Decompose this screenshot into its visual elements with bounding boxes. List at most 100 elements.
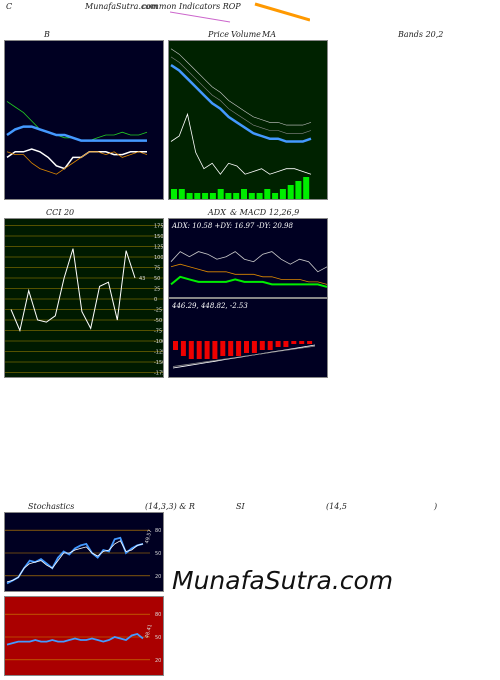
rsi-chart: 80 50 20 48.41: [5, 612, 161, 664]
cci-tick-label: -175: [154, 371, 164, 377]
adx-panel: ADX: 10.58 +DY: 16.97 -DY: 20.98: [168, 218, 328, 298]
cci-tick-label: 175: [154, 224, 164, 230]
stoch-label: Stochastics: [28, 502, 75, 511]
volume-label: Volume: [231, 30, 261, 39]
macd-hist-bar: [307, 341, 313, 344]
si-label: SI: [236, 502, 245, 511]
cci-label: CCI 20: [46, 208, 75, 217]
macd-hist-bar: [251, 341, 257, 353]
bands-label: Bands 20,2: [398, 30, 444, 39]
macd-hist-bar: [291, 341, 297, 344]
cci-tick-label: 150: [154, 234, 164, 240]
macd-hist-bar: [204, 341, 210, 359]
volume-bar: [225, 193, 232, 199]
volume-bar: [256, 193, 263, 199]
volume-bar: [295, 181, 302, 199]
cci-tick-label: -100: [154, 339, 164, 345]
price-label: Price: [208, 30, 229, 39]
price-line: [170, 64, 312, 143]
volume-bar: [217, 189, 224, 199]
cci-chart: 175 150 125 100 75 50 25 0 -25 -50 -75 -100 -125 -150…: [5, 224, 164, 377]
watermark: MunafaSutra.com: [172, 566, 394, 595]
macd-hist-bar: [220, 341, 226, 356]
cci-tick-label: 125: [154, 245, 164, 251]
cci-tick-label: 100: [154, 255, 164, 261]
volume-bar: [194, 193, 201, 199]
macd-hist-bar: [244, 341, 249, 353]
osc-series-0: [6, 536, 144, 585]
macd-hist-bar: [188, 341, 194, 359]
osc-last-value: 48.41: [144, 624, 154, 639]
stoch-params: (14,3,3) & R: [145, 502, 195, 511]
cci-tick-label: -125: [154, 350, 164, 356]
cci-tick-label: 25: [154, 287, 160, 293]
bb-series-1: [6, 125, 147, 142]
adx-chart: ADX: 10.58 +DY: 16.97 -DY: 20.98: [170, 222, 327, 288]
bb-series-3: [6, 151, 148, 175]
macd-hist-bar: [228, 341, 234, 356]
volume-bar: [186, 193, 193, 199]
volume-bar: [209, 193, 216, 199]
osc-tick-label: 50: [155, 635, 161, 641]
volume-bar: [279, 189, 286, 199]
cci-tick-label: 75: [154, 266, 160, 272]
close-line: [170, 112, 312, 175]
cci-line: [10, 248, 136, 333]
macd-hist-bar: [299, 341, 305, 344]
ma-line-b: [170, 56, 312, 134]
volume-bar: [287, 185, 294, 199]
volume-bar: [171, 189, 177, 199]
header-title: common Indicators ROP: [142, 2, 241, 11]
cci-tick-label: 50: [154, 276, 160, 282]
cci-tick-label: -25: [154, 308, 162, 314]
bb-series-0: [6, 101, 148, 141]
cci-last-value: 43: [139, 276, 145, 282]
ma-label: MA: [262, 30, 276, 39]
volume-bar: [264, 189, 271, 199]
stoch-chart: 80 50 20 49.57: [5, 528, 161, 585]
bollinger-chart: [6, 101, 148, 175]
macd-hist-bar: [180, 341, 186, 356]
macd-hist-bar: [236, 341, 242, 356]
osc-tick-label: 20: [155, 658, 161, 664]
price-panel: [168, 40, 328, 200]
macd-hist-bar: [259, 341, 265, 350]
macd-hist-bar: [275, 341, 281, 347]
osc-tick-label: 80: [155, 528, 161, 534]
adx-values-text: ADX: 10.58 +DY: 16.97 -DY: 20.98: [171, 222, 293, 230]
macd-values-text: 446.29, 448.82, -2.53: [171, 302, 248, 310]
osc-series-0: [6, 633, 144, 646]
macd-chart: 446.29, 448.82, -2.53: [171, 302, 316, 369]
stoch-panel: 80 50 20 49.57: [4, 512, 164, 592]
bollinger-panel: [4, 40, 164, 200]
signal-line: [172, 345, 316, 367]
volume-bar: [248, 193, 255, 199]
cci-tick-label: 0: [154, 297, 157, 303]
price-chart: [170, 48, 312, 199]
volume-bar: [233, 193, 240, 199]
volume-bar: [303, 177, 310, 199]
cci-tick-label: -50: [154, 318, 162, 324]
adx-label: ADX: [208, 208, 226, 217]
osc-tick-label: 80: [155, 612, 161, 618]
rsi-panel: 80 50 20 48.41: [4, 596, 164, 676]
header-c: C: [6, 2, 13, 11]
macd-hist-bar: [267, 341, 273, 350]
cci-tick-label: -75: [154, 329, 162, 335]
bb-label: B: [44, 30, 50, 39]
cci-tick-label: -150: [154, 360, 164, 366]
macd-label: & MACD 12,26,9: [230, 208, 300, 217]
volume-bar: [241, 189, 247, 199]
macd-hist-bar: [196, 341, 202, 359]
volume-bar: [202, 193, 209, 199]
volume-bar: [272, 193, 279, 199]
header-site: MunafaSutra.com: [85, 2, 158, 11]
cci-panel: 175 150 125 100 75 50 25 0 -25 -50 -75 -100 -125 -150…: [4, 218, 164, 378]
adx-series-0: [170, 275, 327, 288]
adx-series-2: [170, 263, 327, 285]
macd-panel: 446.29, 448.82, -2.53: [168, 298, 328, 378]
volume-bar: [178, 189, 185, 199]
macd-hist-bar: [283, 341, 289, 347]
price-strip: [170, 2, 310, 23]
ma-line-a: [170, 48, 312, 126]
